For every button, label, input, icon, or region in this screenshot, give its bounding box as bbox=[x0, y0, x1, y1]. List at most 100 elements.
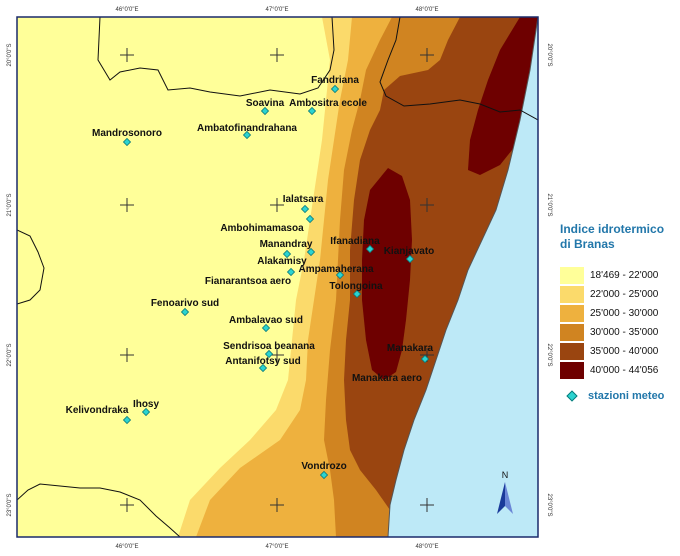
legend-class-label: 40'000 - 44'056 bbox=[590, 365, 659, 376]
station-marker: Antanifotsy sud bbox=[225, 356, 301, 373]
station-label: Vondrozo bbox=[301, 461, 346, 472]
legend-title-line2: di Branas bbox=[560, 237, 615, 251]
station-dot-icon bbox=[242, 130, 252, 140]
station-layer: Fandriana Soavina Ambositra ecole Mandroson… bbox=[66, 75, 435, 480]
legend-classes: 18'469 - 22'000 22'000 - 25'000 25'000 - 3… bbox=[560, 266, 678, 380]
legend-class-row: 40'000 - 44'056 bbox=[560, 361, 678, 380]
lat-label-right-23: 23°0'0"S bbox=[546, 493, 552, 516]
lon-label-bottom-48: 48°0'0"E bbox=[415, 544, 438, 550]
station-dot-icon bbox=[261, 323, 271, 333]
station-marker: Alakamisy bbox=[257, 249, 307, 267]
lat-label-left-23: 23°0'0"S bbox=[7, 493, 13, 516]
station-dot-icon bbox=[319, 470, 329, 480]
legend-class-label: 30'000 - 35'000 bbox=[590, 327, 659, 338]
graticule-cross-icon bbox=[270, 198, 284, 212]
station-dot-icon bbox=[305, 214, 315, 224]
legend-class-label: 25'000 - 30'000 bbox=[590, 308, 659, 319]
legend-class-label: 35'000 - 40'000 bbox=[590, 346, 659, 357]
legend-swatch bbox=[560, 343, 584, 360]
station-marker: Kianjavato bbox=[384, 246, 435, 264]
legend-stations-label: stazioni meteo bbox=[588, 390, 665, 402]
legend-swatch bbox=[560, 286, 584, 303]
lat-label-left-22: 22°0'0"S bbox=[7, 343, 13, 366]
graticule-cross-icon bbox=[120, 498, 134, 512]
lon-label-bottom-47: 47°0'0"E bbox=[265, 544, 288, 550]
station-label: Ampamaherana bbox=[298, 264, 373, 275]
station-dot-icon bbox=[420, 354, 430, 364]
legend-class-label: 22'000 - 25'000 bbox=[590, 289, 659, 300]
legend-class-label: 18'469 - 22'000 bbox=[590, 270, 659, 281]
station-marker: Ambositra ecole bbox=[289, 98, 367, 116]
graticule-cross-icon bbox=[120, 48, 134, 62]
station-label: Sendrisoa beanana bbox=[223, 341, 315, 352]
legend-class-row: 22'000 - 25'000 bbox=[560, 285, 678, 304]
north-arrow-label: N bbox=[502, 470, 509, 480]
station-dot-icon bbox=[180, 307, 190, 317]
station-dot-icon bbox=[264, 349, 274, 359]
lat-label-left-20: 20°0'0"S bbox=[7, 43, 13, 66]
admin-boundaries bbox=[17, 17, 538, 537]
station-marker: Ampamaherana bbox=[298, 264, 374, 280]
station-label: Ialatsara bbox=[283, 194, 324, 205]
graticule-cross-icon bbox=[120, 198, 134, 212]
legend: Indice idrotermico di Branas 18'469 - 22… bbox=[560, 222, 678, 402]
legend-class-row: 35'000 - 40'000 bbox=[560, 342, 678, 361]
station-marker: Sendrisoa beanana bbox=[223, 341, 315, 359]
station-dot-icon bbox=[282, 249, 292, 259]
station-marker: Tolongoina bbox=[329, 281, 383, 299]
lat-label-right-22: 22°0'0"S bbox=[546, 343, 552, 366]
station-dot-icon bbox=[365, 244, 375, 254]
station-label: Ihosy bbox=[133, 399, 160, 410]
indian-ocean bbox=[388, 17, 538, 537]
station-label: Mandrosonoro bbox=[92, 128, 162, 139]
station-marker: Manandray bbox=[260, 239, 316, 257]
graticule-cross-icon bbox=[270, 348, 284, 362]
graticule-cross-icon bbox=[120, 348, 134, 362]
legend-swatch bbox=[560, 324, 584, 341]
station-dot-icon bbox=[122, 415, 132, 425]
station-label: Kianjavato bbox=[384, 246, 435, 257]
zone-class-6-central bbox=[362, 168, 412, 380]
station-label: Manakara bbox=[387, 343, 434, 354]
coastline bbox=[387, 17, 538, 537]
station-label: Soavina bbox=[246, 98, 285, 109]
station-marker: Fenoarivo sud bbox=[151, 298, 219, 317]
station-label: Ambatofinandrahana bbox=[197, 123, 297, 134]
station-symbol-icon bbox=[566, 390, 578, 402]
station-label: Antanifotsy sud bbox=[225, 356, 301, 367]
station-marker: Ambatofinandrahana bbox=[197, 123, 297, 140]
station-label: Kelivondraka bbox=[66, 405, 129, 416]
graticule-cross-icon bbox=[270, 48, 284, 62]
station-dot-icon bbox=[335, 270, 345, 280]
station-label: Alakamisy bbox=[257, 256, 307, 267]
station-label: Fianarantsoa aero bbox=[205, 276, 291, 287]
station-dot-icon bbox=[352, 289, 362, 299]
graticule-cross-icon bbox=[420, 48, 434, 62]
station-label: Ifanadiana bbox=[330, 236, 380, 247]
legend-class-row: 18'469 - 22'000 bbox=[560, 266, 678, 285]
lon-label-top-47: 47°0'0"E bbox=[265, 7, 288, 13]
graticule-labels: 46°0'0"E 47°0'0"E 48°0'0"E 46°0'0"E 47°0… bbox=[7, 7, 552, 550]
lat-label-right-21: 21°0'0"S bbox=[546, 193, 552, 216]
map-area bbox=[17, 17, 538, 537]
station-marker: Soavina bbox=[246, 98, 285, 116]
station-dot-icon bbox=[260, 106, 270, 116]
lat-label-right-20: 20°0'0"S bbox=[546, 43, 552, 66]
legend-class-row: 25'000 - 30'000 bbox=[560, 304, 678, 323]
station-label: Ambalavao sud bbox=[229, 315, 303, 326]
station-marker: Mandrosonoro bbox=[92, 128, 162, 147]
map-frame bbox=[16, 16, 539, 538]
station-label: Ambositra ecole bbox=[289, 98, 367, 109]
legend-stations: stazioni meteo bbox=[560, 390, 678, 402]
graticule-cross-icon bbox=[420, 198, 434, 212]
station-dot-icon bbox=[330, 84, 340, 94]
station-dot-icon bbox=[300, 204, 310, 214]
legend-title: Indice idrotermico di Branas bbox=[560, 222, 678, 252]
station-dot-icon bbox=[258, 363, 268, 373]
lon-label-bottom-46: 46°0'0"E bbox=[115, 544, 138, 550]
lat-label-left-21: 21°0'0"S bbox=[7, 193, 13, 216]
north-arrow: N bbox=[497, 470, 513, 514]
legend-title-line1: Indice idrotermico bbox=[560, 222, 665, 236]
legend-swatch bbox=[560, 362, 584, 379]
